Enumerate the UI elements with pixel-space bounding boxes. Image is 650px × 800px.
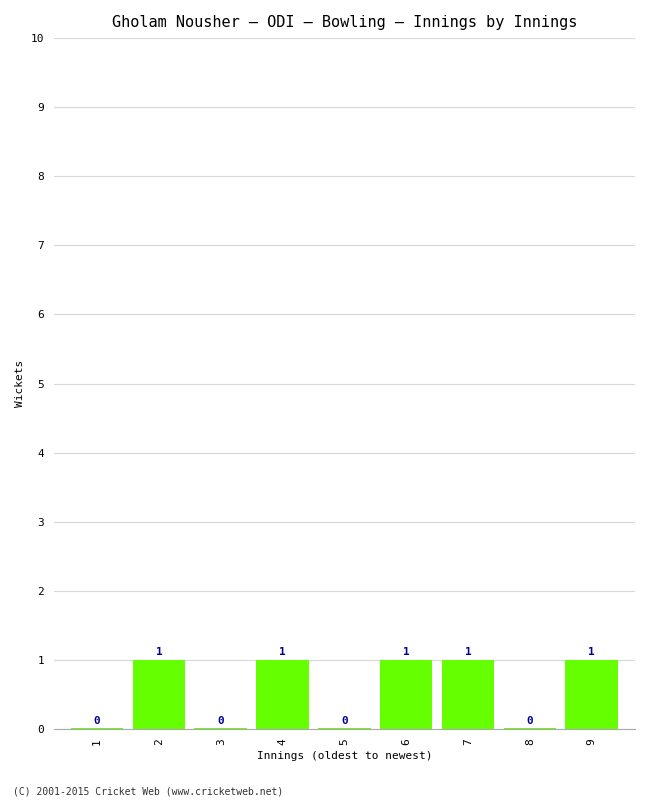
Bar [133,660,185,729]
Text: 1: 1 [403,647,410,657]
Title: Gholam Nousher – ODI – Bowling – Innings by Innings: Gholam Nousher – ODI – Bowling – Innings… [112,15,577,30]
Bar [566,660,618,729]
Text: 0: 0 [94,716,101,726]
Text: 1: 1 [155,647,162,657]
Bar [504,728,556,729]
Text: 1: 1 [588,647,595,657]
Text: 0: 0 [341,716,348,726]
Text: 1: 1 [280,647,286,657]
X-axis label: Innings (oldest to newest): Innings (oldest to newest) [257,751,432,761]
Bar [442,660,495,729]
Text: 1: 1 [465,647,471,657]
Text: 0: 0 [217,716,224,726]
Bar [318,728,370,729]
Y-axis label: Wickets: Wickets [15,360,25,407]
Bar [194,728,247,729]
Bar [256,660,309,729]
Bar [71,728,124,729]
Bar [380,660,432,729]
Text: 0: 0 [526,716,533,726]
Text: (C) 2001-2015 Cricket Web (www.cricketweb.net): (C) 2001-2015 Cricket Web (www.cricketwe… [13,786,283,796]
